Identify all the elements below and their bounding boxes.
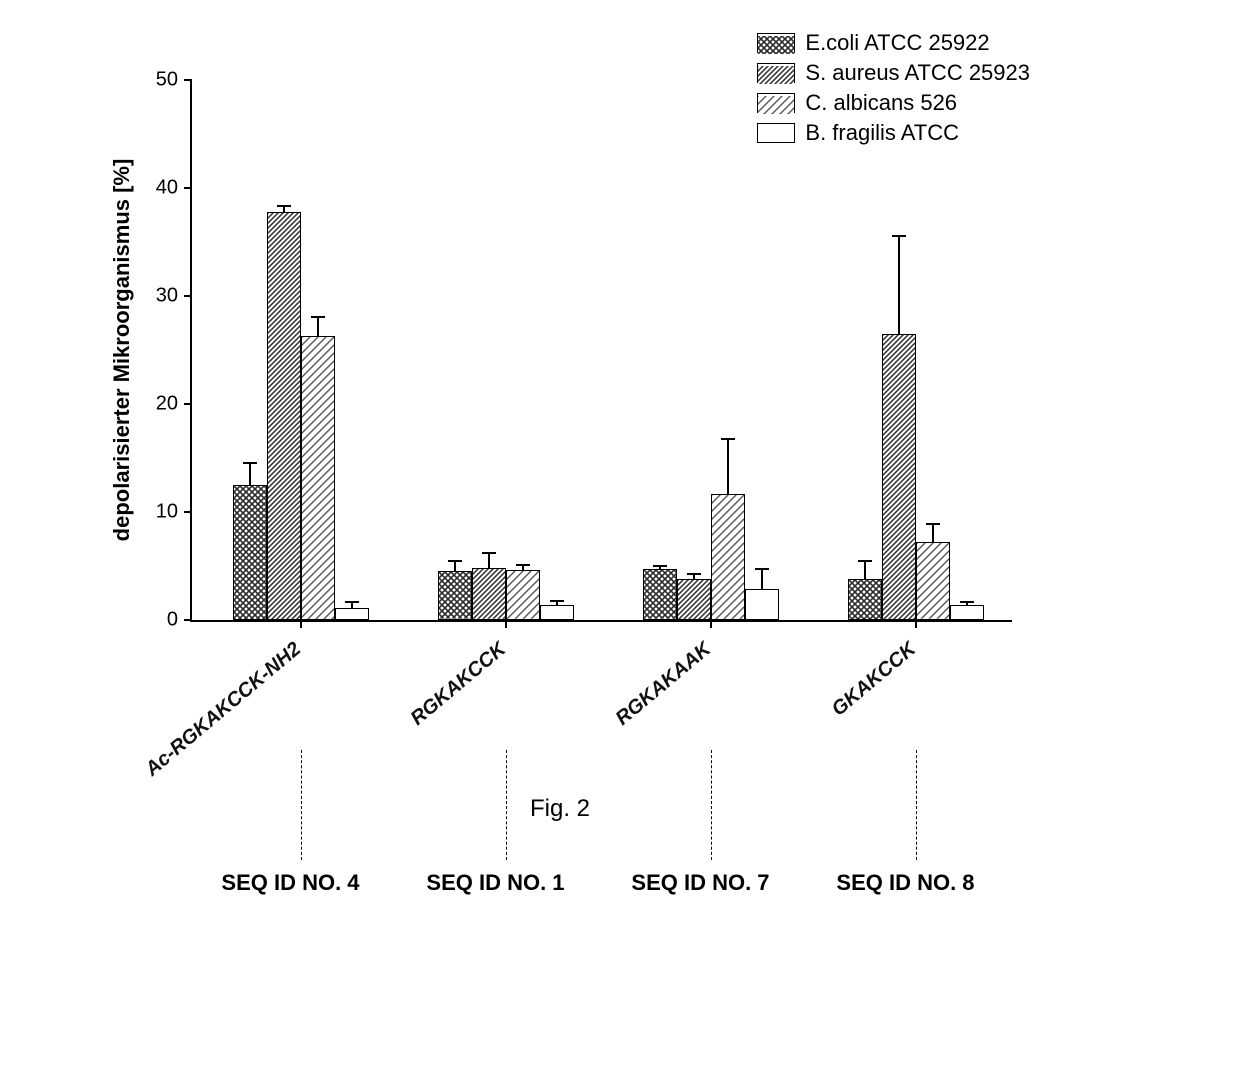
- error-bar: [317, 317, 319, 336]
- chart-container: E.coli ATCC 25922 S. aureus ATCC 25923 C…: [100, 60, 1140, 980]
- y-tick-label: 20: [156, 393, 178, 416]
- error-cap: [448, 560, 462, 562]
- error-bar: [932, 524, 934, 542]
- x-tick: [710, 620, 712, 628]
- y-tick: [184, 403, 192, 405]
- error-bar: [898, 236, 900, 334]
- leader-line: [916, 750, 917, 860]
- error-cap: [721, 438, 735, 440]
- x-category-label: RGKAKAAK: [612, 638, 716, 731]
- bar: [540, 605, 574, 620]
- x-tick: [915, 620, 917, 628]
- error-cap: [892, 235, 906, 237]
- error-cap: [960, 601, 974, 603]
- error-cap: [243, 462, 257, 464]
- bar: [677, 579, 711, 620]
- bar: [301, 336, 335, 620]
- error-cap: [516, 564, 530, 566]
- y-tick: [184, 511, 192, 513]
- bar: [643, 569, 677, 620]
- bar: [711, 494, 745, 620]
- error-bar: [249, 463, 251, 485]
- error-cap: [687, 573, 701, 575]
- y-tick-label: 10: [156, 501, 178, 524]
- x-tick: [505, 620, 507, 628]
- x-category-label: GKAKCCK: [828, 638, 921, 721]
- error-bar: [761, 569, 763, 588]
- error-cap: [653, 565, 667, 567]
- y-tick: [184, 295, 192, 297]
- plot-area: depolarisierter Mikroorganismus [%] 0102…: [190, 80, 1012, 622]
- leader-line: [506, 750, 507, 860]
- legend-label: E.coli ATCC 25922: [805, 30, 989, 56]
- bar: [848, 579, 882, 620]
- error-cap: [550, 600, 564, 602]
- error-cap: [926, 523, 940, 525]
- bar: [916, 542, 950, 620]
- error-cap: [482, 552, 496, 554]
- error-bar: [864, 561, 866, 579]
- x-category-label: Ac-RGKAKCCK-NH2: [142, 638, 307, 781]
- y-tick-label: 30: [156, 285, 178, 308]
- error-cap: [277, 205, 291, 207]
- error-bar: [727, 439, 729, 494]
- error-bar: [488, 553, 490, 568]
- error-cap: [755, 568, 769, 570]
- seq-id-label: SEQ ID NO. 1: [426, 870, 564, 896]
- figure-label: Fig. 2: [530, 795, 590, 823]
- seq-id-label: SEQ ID NO. 4: [221, 870, 359, 896]
- y-tick-label: 0: [167, 609, 178, 632]
- bar: [882, 334, 916, 620]
- bar: [506, 570, 540, 620]
- x-tick: [300, 620, 302, 628]
- bar: [335, 608, 369, 620]
- y-tick: [184, 619, 192, 621]
- x-category-label: RGKAKCCK: [407, 638, 511, 731]
- y-tick: [184, 187, 192, 189]
- y-axis-label: depolarisierter Mikroorganismus [%]: [109, 159, 135, 542]
- seq-id-label: SEQ ID NO. 8: [836, 870, 974, 896]
- error-cap: [311, 316, 325, 318]
- bar: [438, 571, 472, 620]
- leader-line: [711, 750, 712, 860]
- y-tick-label: 50: [156, 69, 178, 92]
- legend-item: E.coli ATCC 25922: [757, 30, 1030, 56]
- bar: [472, 568, 506, 620]
- bar: [233, 485, 267, 620]
- seq-id-label: SEQ ID NO. 7: [631, 870, 769, 896]
- bar: [745, 589, 779, 620]
- leader-line: [301, 750, 302, 860]
- y-tick-label: 40: [156, 177, 178, 200]
- bar: [267, 212, 301, 620]
- error-cap: [345, 601, 359, 603]
- error-bar: [454, 561, 456, 572]
- error-cap: [858, 560, 872, 562]
- y-tick: [184, 79, 192, 81]
- bar: [950, 605, 984, 620]
- legend-swatch-0: [757, 33, 795, 53]
